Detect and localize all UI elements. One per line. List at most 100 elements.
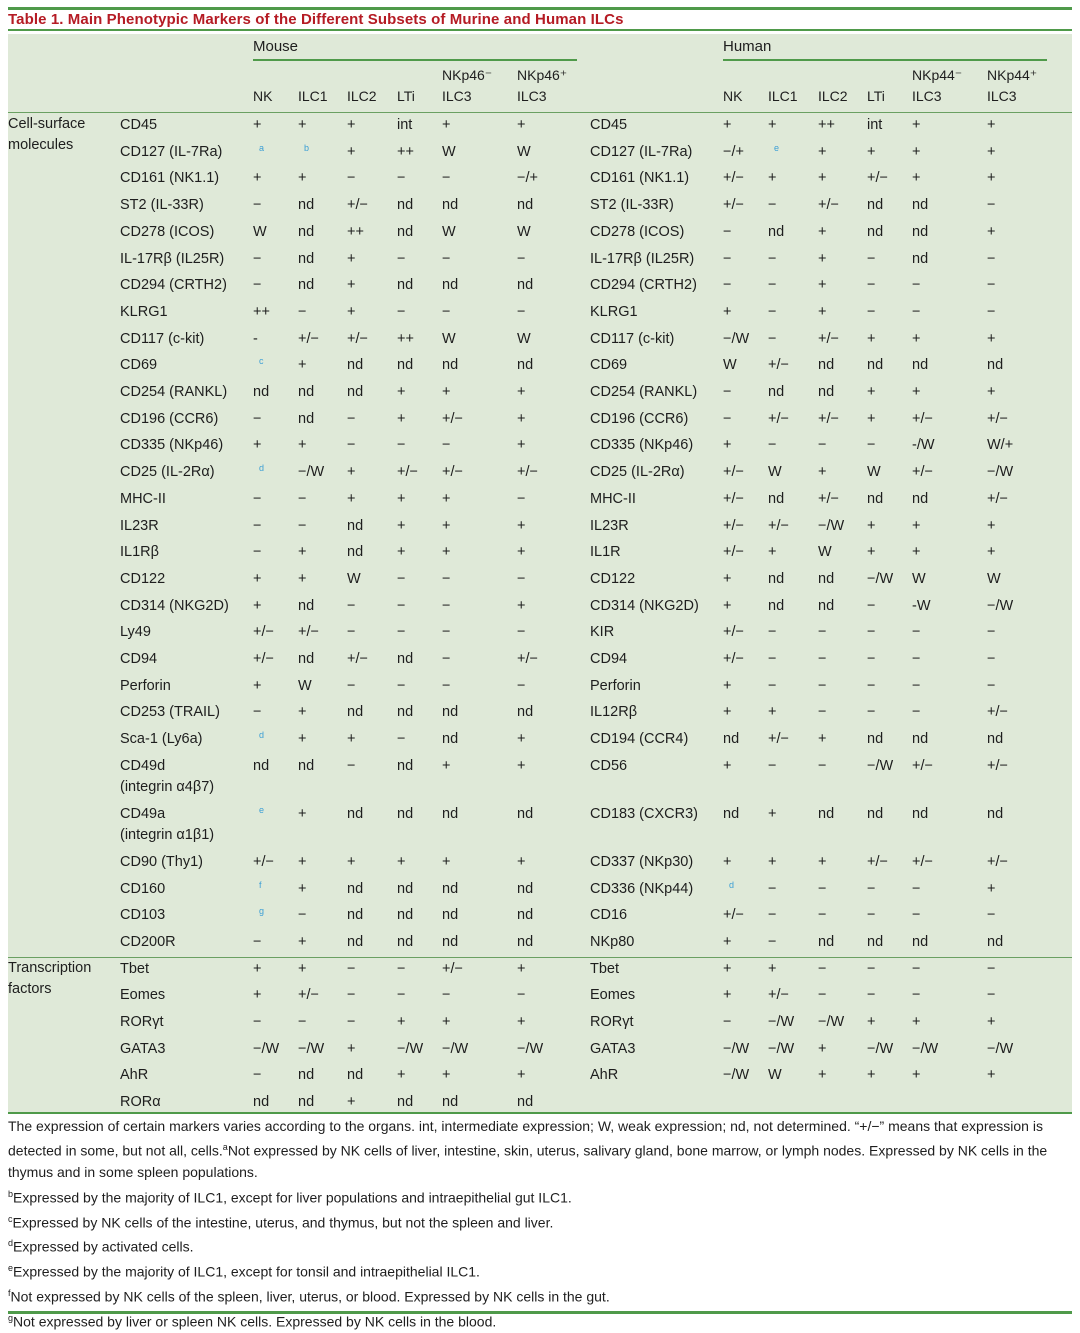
- mouse-value-cell: +: [298, 357, 307, 374]
- table-footnotes: The expression of certain markers varies…: [8, 1116, 1072, 1333]
- mouse-value-cell: nd: [298, 250, 315, 267]
- mouse-value-cell: +: [253, 677, 262, 694]
- human-value-cell: −: [912, 907, 921, 924]
- table-row: CD161 (NK1.1) + + − − − −/+ CD161 (NK1.1) +/− + + +…: [8, 167, 1072, 194]
- mouse-value-cell: nd: [397, 651, 414, 667]
- category-label-line2: molecules: [8, 137, 74, 153]
- mouse-marker-name: RORα: [120, 1094, 161, 1111]
- mouse-value-cell: nd: [397, 704, 414, 721]
- mouse-value-cell: +: [298, 704, 307, 721]
- mouse-value-cell: nd: [442, 704, 459, 721]
- mouse-value-cell: nd: [442, 357, 459, 374]
- human-value-cell: +: [768, 853, 777, 870]
- human-marker-name: GATA3: [590, 1040, 636, 1057]
- mouse-value-cell: +: [442, 384, 451, 400]
- human-value-cell: −: [987, 960, 996, 977]
- human-value-cell: −: [912, 704, 921, 721]
- table-row: IL23R − − nd + + + IL23R +/− +/− −/W + + +: [8, 515, 1072, 542]
- mouse-value-cell: nd: [397, 907, 414, 924]
- mouse-marker-name: RORγt: [120, 1014, 164, 1030]
- mouse-value-cell: −: [397, 570, 406, 587]
- human-value-cell: +: [723, 437, 732, 454]
- mouse-value-cell: +: [517, 1067, 526, 1084]
- footnote-main: The expression of certain markers varies…: [8, 1118, 1048, 1181]
- human-value-cell: −: [723, 223, 732, 240]
- human-value-cell: +: [912, 1014, 921, 1030]
- table-row: CD254 (RANKL) nd nd nd + + + CD254 (RANKL) − nd nd…: [8, 381, 1072, 408]
- mouse-value-cell: nd: [442, 805, 459, 822]
- human-value-cell: nd: [768, 223, 785, 240]
- human-value-cell: −/W: [867, 757, 894, 774]
- mouse-marker-name: CD94: [120, 651, 158, 667]
- table-row: RORα nd nd + nd nd nd: [8, 1091, 1072, 1118]
- mouse-value-cell: nd: [397, 1094, 414, 1111]
- human-value-cell: −: [768, 933, 777, 950]
- human-value-cell: −: [867, 250, 876, 267]
- human-marker-name: CD16: [590, 907, 628, 924]
- human-value-cell: −/W: [723, 1040, 750, 1057]
- table-row: CD94 +/− nd +/− nd − +/− CD94 +/− − − − − −: [8, 648, 1072, 675]
- human-value-cell: −/W: [723, 330, 750, 347]
- human-value-cell: nd: [768, 570, 785, 587]
- group-mouse-rule: [253, 59, 577, 61]
- human-marker-name: KLRG1: [590, 303, 638, 320]
- mouse-value-cell: −: [253, 933, 262, 950]
- human-value-cell: nd: [987, 731, 1004, 748]
- human-value-cell: nd: [867, 197, 884, 214]
- human-value-cell: −: [867, 704, 876, 721]
- col-header-mouse-3: LTi: [397, 88, 415, 104]
- col-header-mouse-4-line1: NKp46⁻: [442, 67, 493, 83]
- human-value-cell: +: [818, 731, 827, 748]
- footnote-a: Not expressed by NK cells of liver, inte…: [8, 1142, 1048, 1181]
- table-body-background: [8, 34, 1072, 1113]
- col-header-mouse-1: ILC1: [298, 88, 328, 104]
- human-value-cell: −/W: [987, 464, 1014, 481]
- table-row: CD314 (NKG2D) + nd − − − + CD314 (NKG2D) + nd nd − -…: [8, 595, 1072, 622]
- human-value-cell: −: [768, 250, 777, 267]
- human-marker-name: CD56: [590, 757, 628, 774]
- human-value-cell: W: [723, 357, 737, 374]
- mouse-value-cell: −: [253, 704, 262, 721]
- human-value-cell: −: [818, 437, 827, 454]
- mouse-value-cell: nd: [517, 197, 534, 214]
- human-value-cell: +/−: [723, 490, 744, 507]
- human-value-cell: −: [987, 987, 996, 1004]
- human-value-cell: nd: [987, 933, 1004, 950]
- mouse-value-cell: +: [347, 1094, 356, 1111]
- human-value-cell: +: [818, 277, 827, 294]
- human-value-cell: +: [818, 303, 827, 320]
- mouse-marker-name: AhR: [120, 1067, 149, 1084]
- human-marker-name: CD278 (ICOS): [590, 223, 685, 240]
- mouse-value-cell: +: [347, 464, 356, 481]
- mouse-value-cell: +: [298, 880, 307, 897]
- human-value-cell: −/W: [723, 1067, 750, 1084]
- table-row: IL1Rβ − + nd + + + IL1R +/− + W + + +: [8, 541, 1072, 568]
- mouse-value-cell: +: [253, 960, 262, 977]
- human-value-cell: −: [867, 277, 876, 294]
- human-value-cell: +/−: [987, 410, 1008, 427]
- mouse-value-cell: nd: [517, 805, 534, 822]
- human-value-cell: +: [912, 117, 921, 133]
- human-value-cell: +: [818, 464, 827, 481]
- table-row: CD127 (IL-7Ra) a b + ++ W W CD127 (IL-7Ra) −/+ e +…: [8, 141, 1072, 168]
- human-value-cell: −: [768, 303, 777, 320]
- mouse-marker-name: CD122: [120, 570, 166, 587]
- mouse-value-cell: −: [347, 677, 356, 694]
- human-value-cell: −: [818, 907, 827, 924]
- human-value-cell: +: [987, 880, 996, 897]
- human-value-cell: −: [768, 197, 777, 214]
- human-value-cell: +/−: [768, 517, 789, 534]
- human-value-cell: nd: [912, 490, 929, 507]
- human-value-cell: +: [818, 143, 827, 160]
- mouse-value-cell: nd: [397, 277, 414, 294]
- table-row: CD122 + + W − − − CD122 + nd nd −/W W W: [8, 568, 1072, 595]
- human-value-cell: −/W: [987, 597, 1014, 614]
- mouse-value-cell: W: [517, 223, 531, 240]
- mouse-value-cell: +/−: [442, 960, 463, 977]
- mouse-value-cell: −: [442, 303, 451, 320]
- mouse-value-cell: −: [298, 517, 307, 534]
- mouse-value-cell: +: [517, 437, 526, 454]
- mouse-value-cell: ++: [347, 223, 364, 240]
- mouse-marker-name: CD335 (NKp46): [120, 437, 224, 454]
